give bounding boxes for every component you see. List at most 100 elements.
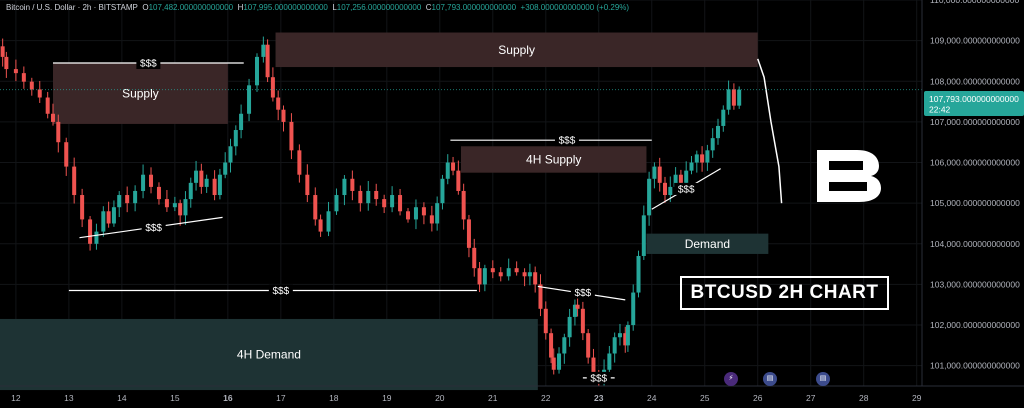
candle-body [482,268,487,285]
demand-zone-label: Demand [685,237,730,251]
candle-body [382,199,387,208]
candle-body [631,292,636,326]
last-price-tag-countdown: 22:42 [929,105,951,115]
candle-body [591,357,596,376]
us-flag-icon[interactable]: ▤ [763,372,777,386]
candle-body [543,308,548,334]
price-axis[interactable]: 110,000.000000000000 109,000.000000000000… [930,0,1020,371]
candle-body [183,199,188,216]
candle-body [13,69,18,74]
candle-body [557,353,562,370]
candle-body [297,150,302,175]
candle-body [612,337,617,354]
candle-body [506,268,511,277]
event-lightning-icon[interactable]: ⚡ [724,372,738,386]
candle-body [567,316,572,338]
candle-body [575,304,580,309]
projection-layer [757,58,783,204]
projection-path [757,58,783,204]
brand-logo-icon [813,146,885,204]
candle-body [156,186,161,200]
candles-layer [0,36,742,387]
price-axis-background [922,0,1024,386]
candle-body [678,174,683,183]
time-axis[interactable]: 12 13 14 15 16 17 18 19 20 21 22 23 24 25 26 27 28 29 [11,393,922,403]
candle-body [233,130,238,147]
candle-body [477,268,482,285]
candle-body [21,73,26,82]
candle-body [254,56,259,86]
candle-body [125,195,130,204]
candle-body [270,77,275,98]
candle-body [239,113,244,131]
price-tick-label: 101,000.000000000000 [930,361,1020,371]
candle-body [472,247,477,269]
candle-body [80,195,85,220]
candle-body [194,170,199,183]
candle-body [705,150,710,163]
candle-body [228,146,233,163]
candle-body [350,178,355,191]
candle-body [94,231,99,244]
candle-body [617,333,622,338]
candle-body [149,174,154,187]
candle-body [625,325,630,346]
candle-body [358,190,363,204]
candle-body [657,166,662,183]
time-tick-label: 22 [541,393,551,403]
high-label: H [237,3,244,12]
candle-body [199,170,204,187]
candle-body [204,178,209,187]
candle-body [641,215,646,256]
us-flag-icon[interactable]: ▤ [816,372,830,386]
candle-body [276,97,281,110]
time-tick-label: 24 [647,393,657,403]
liquidity-label-bg [141,221,166,234]
price-tick-label: 109,000.000000000000 [930,36,1020,46]
chart-title-label: BTCUSD 2H CHART [680,276,889,310]
time-tick-label: 13 [64,393,74,403]
candle-body [88,219,93,244]
candle-body [289,121,294,151]
candle-body [281,109,286,122]
candle-body [313,195,318,220]
candle-body [668,186,673,196]
candle-body [111,207,116,224]
candle-body [572,304,577,317]
candle-body [562,337,567,354]
candle-body [4,56,9,70]
liquidity-label-bg [570,286,595,299]
price-tick-label: 102,000.000000000000 [930,320,1020,330]
liquidity-label: $$$ [140,58,157,69]
liquidity-label: $$$ [678,184,695,195]
time-tick-label: 25 [700,393,710,403]
time-tick-label: 18 [329,393,339,403]
candle-body [607,353,612,370]
candle-body [456,170,461,191]
candle-body [172,203,177,208]
liquidity-label-bg [586,371,611,384]
candle-body [435,203,440,224]
candle-body [721,109,726,126]
time-tick-label: 23 [594,393,604,403]
candle-body [305,174,310,196]
candle-body [261,44,266,57]
time-tick-label: 17 [276,393,286,403]
candle-body [684,170,689,183]
time-tick-label: 19 [382,393,392,403]
candle-body [141,174,146,191]
candle-body [580,308,585,334]
candle-body [466,219,471,248]
candle-body [647,178,652,216]
candle-body [490,268,495,273]
supply-zone [275,32,758,68]
low-value: 107,256.000000000000 [336,3,422,12]
price-tick-label: 105,000.000000000000 [930,198,1020,208]
price-tick-label: 104,000.000000000000 [930,239,1020,249]
liquidity-label: $$$ [145,223,162,234]
symbol-header: Bitcoin / U.S. Dollar · 2h · BITSTAMP O1… [6,3,629,12]
time-tick-label: 20 [435,393,445,403]
candle-body [445,162,450,179]
candle-body [342,178,347,196]
